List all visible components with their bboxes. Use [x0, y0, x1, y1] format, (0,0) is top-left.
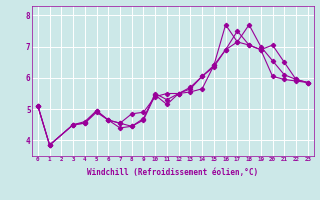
- X-axis label: Windchill (Refroidissement éolien,°C): Windchill (Refroidissement éolien,°C): [87, 168, 258, 177]
